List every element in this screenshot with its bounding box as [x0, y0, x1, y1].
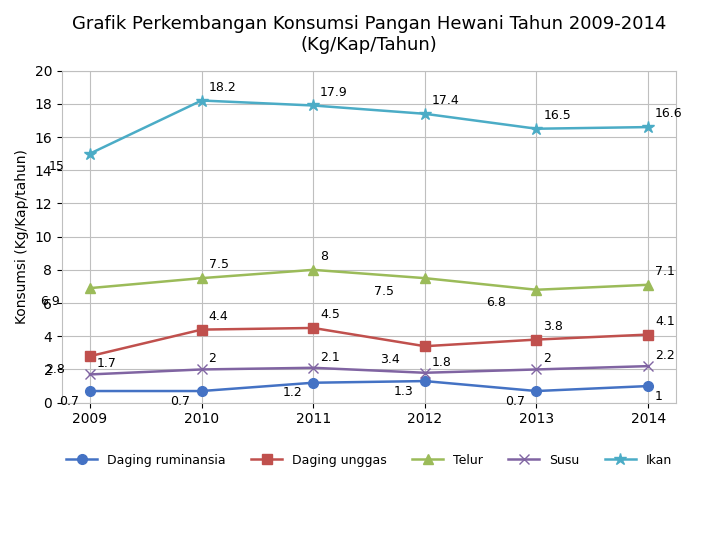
Text: 2: 2 — [209, 352, 217, 365]
Text: 1.7: 1.7 — [97, 357, 117, 370]
Ikan — [197, 97, 206, 104]
Daging unggas — [86, 353, 94, 360]
Text: 2: 2 — [544, 352, 552, 365]
Text: 17.9: 17.9 — [320, 85, 348, 99]
Ikan — [532, 125, 541, 132]
Susu — [420, 369, 429, 376]
Telur — [309, 267, 318, 273]
Susu — [532, 366, 541, 373]
Text: 3.8: 3.8 — [544, 320, 563, 333]
Ikan — [309, 102, 318, 109]
Text: 7.5: 7.5 — [374, 285, 395, 298]
Susu — [197, 366, 206, 373]
Line: Daging ruminansia: Daging ruminansia — [85, 376, 653, 396]
Text: 4.4: 4.4 — [209, 309, 228, 323]
Y-axis label: Konsumsi (Kg/Kap/tahun): Konsumsi (Kg/Kap/tahun) — [15, 149, 29, 324]
Title: Grafik Perkembangan Konsumsi Pangan Hewani Tahun 2009-2014
(Kg/Kap/Tahun): Grafik Perkembangan Konsumsi Pangan Hewa… — [72, 15, 666, 54]
Telur — [644, 281, 652, 288]
Text: 0.7: 0.7 — [59, 395, 78, 408]
Text: 8: 8 — [320, 250, 328, 263]
Daging ruminansia — [644, 383, 652, 389]
Text: 1.2: 1.2 — [282, 387, 302, 400]
Daging ruminansia — [309, 380, 318, 386]
Text: 7.1: 7.1 — [655, 265, 675, 278]
Susu — [309, 364, 318, 371]
Text: 6.8: 6.8 — [486, 296, 506, 309]
Text: 3.4: 3.4 — [380, 353, 400, 366]
Text: 1.3: 1.3 — [394, 384, 414, 398]
Text: 2.1: 2.1 — [320, 350, 340, 363]
Text: 2.2: 2.2 — [655, 349, 675, 362]
Ikan — [644, 124, 652, 130]
Text: 1.8: 1.8 — [432, 356, 451, 369]
Daging ruminansia — [532, 388, 541, 394]
Text: 0.7: 0.7 — [505, 395, 526, 408]
Telur — [532, 287, 541, 293]
Text: 4.1: 4.1 — [655, 315, 675, 328]
Telur — [420, 275, 429, 281]
Daging unggas — [532, 336, 541, 343]
Text: 2.8: 2.8 — [45, 363, 65, 376]
Line: Daging unggas: Daging unggas — [85, 323, 653, 361]
Text: 16.6: 16.6 — [655, 107, 683, 120]
Telur — [86, 285, 94, 292]
Line: Telur: Telur — [85, 265, 653, 295]
Text: 15: 15 — [49, 160, 65, 173]
Text: 17.4: 17.4 — [432, 94, 459, 107]
Ikan — [420, 111, 429, 117]
Telur — [197, 275, 206, 281]
Text: 1: 1 — [655, 390, 663, 403]
Daging ruminansia — [197, 388, 206, 394]
Text: 7.5: 7.5 — [209, 258, 228, 271]
Line: Susu: Susu — [85, 361, 653, 379]
Text: 0.7: 0.7 — [171, 395, 191, 408]
Susu — [644, 363, 652, 369]
Line: Ikan: Ikan — [84, 94, 654, 160]
Ikan — [86, 151, 94, 157]
Legend: Daging ruminansia, Daging unggas, Telur, Susu, Ikan: Daging ruminansia, Daging unggas, Telur,… — [61, 449, 677, 472]
Susu — [86, 371, 94, 377]
Daging unggas — [197, 326, 206, 333]
Daging unggas — [309, 325, 318, 331]
Daging ruminansia — [420, 378, 429, 384]
Daging ruminansia — [86, 388, 94, 394]
Text: 6.9: 6.9 — [40, 294, 59, 308]
Daging unggas — [644, 332, 652, 338]
Daging unggas — [420, 343, 429, 349]
Text: 18.2: 18.2 — [209, 80, 236, 93]
Text: 4.5: 4.5 — [320, 308, 340, 321]
Text: 16.5: 16.5 — [544, 109, 571, 122]
